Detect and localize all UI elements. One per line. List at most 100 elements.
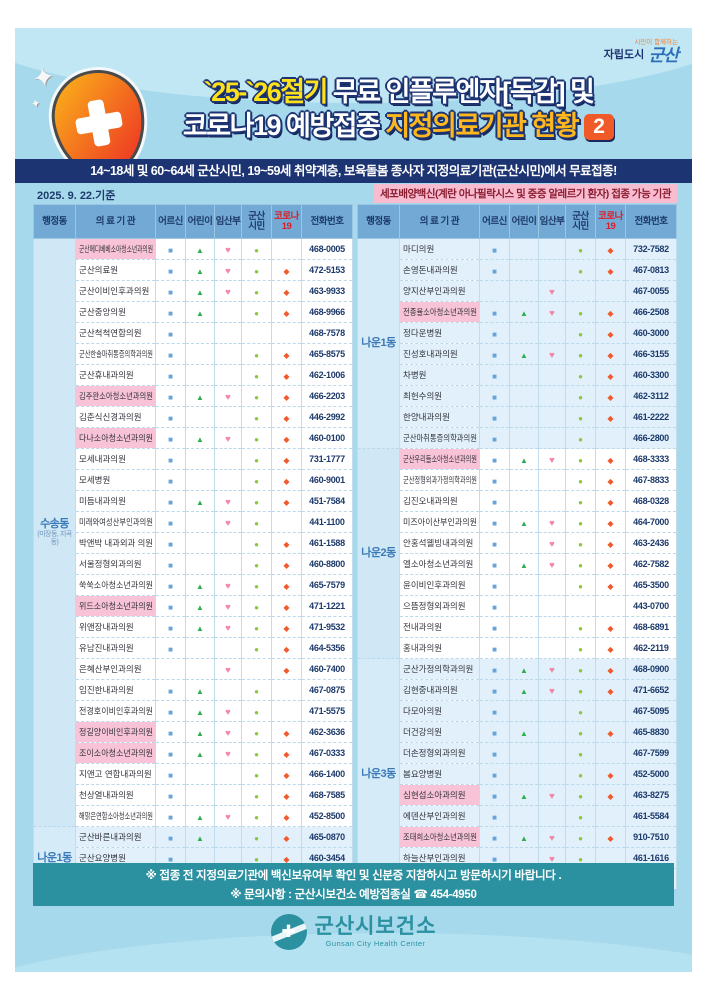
mark-cell: ▲: [509, 679, 539, 701]
mark-cell: ●: [241, 679, 272, 701]
square-icon: ■: [492, 435, 497, 444]
phone-number: 462-2119: [625, 637, 677, 659]
mark-cell: [185, 343, 215, 365]
circle-icon: ●: [578, 498, 583, 507]
mark-cell: ■: [479, 322, 510, 344]
square-icon: ■: [168, 309, 173, 318]
square-icon: ■: [492, 351, 497, 360]
circle-icon: ●: [578, 309, 583, 318]
triangle-icon: ▲: [196, 603, 204, 612]
square-icon: ■: [168, 855, 173, 864]
phone-number: 465-8830: [625, 721, 677, 743]
mark-cell: ♥: [538, 301, 566, 323]
mark-cell: [214, 826, 242, 848]
mark-cell: ◆: [595, 658, 626, 680]
column-header: 어린이: [509, 204, 539, 239]
mark-cell: [185, 448, 215, 470]
clinic-row: 김현중내과의원 ■ ▲ ♥ ● ◆ 471-6652: [358, 679, 677, 701]
square-icon: ■: [492, 246, 497, 255]
phone-number: 466-2203: [301, 385, 353, 407]
heart-icon: ♥: [549, 686, 555, 697]
square-icon: ■: [492, 582, 497, 591]
mark-cell: ■: [479, 364, 510, 386]
mark-cell: ♥: [214, 427, 242, 449]
mark-cell: ▲: [509, 511, 539, 533]
brand-city-type: 자립도시: [603, 48, 645, 61]
mark-cell: ▲: [185, 679, 215, 701]
mark-cell: ▲: [509, 553, 539, 575]
diamond-icon: ◆: [283, 582, 290, 591]
mark-cell: [214, 343, 242, 365]
mark-cell: [538, 763, 566, 785]
clinic-table-left: 행정동 의 료 기 관 어르신 어린이 임산부 군산 시민 코로나 19 전화번호 수송동 (미장…: [33, 204, 353, 890]
phone-number: 462-1006: [301, 364, 353, 386]
mark-cell: ◆: [271, 826, 302, 848]
clinic-name: 군산휴내과의원: [75, 364, 156, 386]
clinic-row: 군산휴내과의원 ■ ● ◆ 462-1006: [34, 364, 353, 386]
mark-cell: ■: [155, 238, 186, 260]
mark-cell: ◆: [595, 343, 626, 365]
clinic-name: 군산정형외과가정의학과의원: [399, 469, 480, 491]
clinic-row: 은혜산부인과의원 ♥ ◆ 460-7400: [34, 658, 353, 680]
mark-cell: ◆: [271, 763, 302, 785]
triangle-icon: ▲: [196, 708, 204, 717]
mark-cell: [538, 805, 566, 827]
mark-cell: ●: [565, 238, 596, 260]
mark-cell: ◆: [595, 259, 626, 281]
circle-icon: ●: [254, 498, 259, 507]
clinic-name: 은혜산부인과의원: [75, 658, 156, 680]
square-icon: ■: [492, 561, 497, 570]
mark-cell: ■: [479, 406, 510, 428]
phone-number: 460-7400: [301, 658, 353, 680]
mark-cell: ♥: [214, 595, 242, 617]
square-icon: ■: [168, 750, 173, 759]
mark-cell: ♥: [538, 448, 566, 470]
clinic-name: 더손정형외과의원: [399, 742, 480, 764]
phone-number: 468-3333: [625, 448, 677, 470]
district-cell: 나운3동: [357, 658, 400, 890]
diamond-icon: ◆: [607, 519, 614, 528]
mark-cell: ■: [155, 385, 186, 407]
mark-cell: ●: [241, 553, 272, 575]
mark-cell: ■: [479, 784, 510, 806]
mark-cell: [185, 763, 215, 785]
mark-cell: ■: [155, 511, 186, 533]
diamond-icon: ◆: [607, 666, 614, 675]
mark-cell: [509, 637, 539, 659]
mark-cell: ●: [565, 532, 596, 554]
phone-number: 446-2992: [301, 406, 353, 428]
clinic-name: 군산가정의학과의원: [399, 658, 480, 680]
mark-cell: ◆: [595, 637, 626, 659]
mark-cell: ■: [155, 490, 186, 512]
mark-cell: ●: [565, 448, 596, 470]
mark-cell: ●: [565, 742, 596, 764]
mark-cell: ◆: [271, 301, 302, 323]
square-icon: ■: [168, 582, 173, 591]
square-icon: ■: [168, 834, 173, 843]
district-cell: 나운2동: [357, 448, 400, 659]
clinic-row: 진성호내과의원 ■ ▲ ♥ ● ◆ 466-3155: [358, 343, 677, 365]
mark-cell: [538, 574, 566, 596]
circle-icon: ●: [578, 687, 583, 696]
clinic-name: 미즈아이산부인과의원: [399, 511, 480, 533]
square-icon: ■: [492, 855, 497, 864]
clinic-name: 심현섭소아과의원: [399, 784, 480, 806]
clinic-row: 더건강의원 ■ ▲ ● ◆ 465-8830: [358, 721, 677, 743]
clinic-name: 조이소아청소년과의원: [75, 742, 156, 764]
mark-cell: [595, 280, 626, 302]
triangle-icon: ▲: [520, 687, 528, 696]
notice-bar: ※ 접종 전 지정의료기관에 백신보유여부 확인 및 신분증 지참하시고 방문하…: [33, 863, 674, 906]
square-icon: ■: [168, 561, 173, 570]
triangle-icon: ▲: [196, 582, 204, 591]
org-name-korean: 군산시보건소: [314, 915, 437, 938]
diamond-icon: ◆: [607, 498, 614, 507]
column-header: 군산 시민: [565, 204, 596, 239]
phone-number: 460-9001: [301, 469, 353, 491]
mark-cell: ■: [155, 763, 186, 785]
circle-icon: ●: [578, 351, 583, 360]
clinic-row: 김주완소아청소년과의원 ■ ▲ ♥ ● ◆ 466-2203: [34, 385, 353, 407]
square-icon: ■: [492, 687, 497, 696]
title-covid: 코로나19 예방접종: [182, 111, 386, 141]
triangle-icon: ▲: [520, 666, 528, 675]
mark-cell: ▲: [185, 280, 215, 302]
